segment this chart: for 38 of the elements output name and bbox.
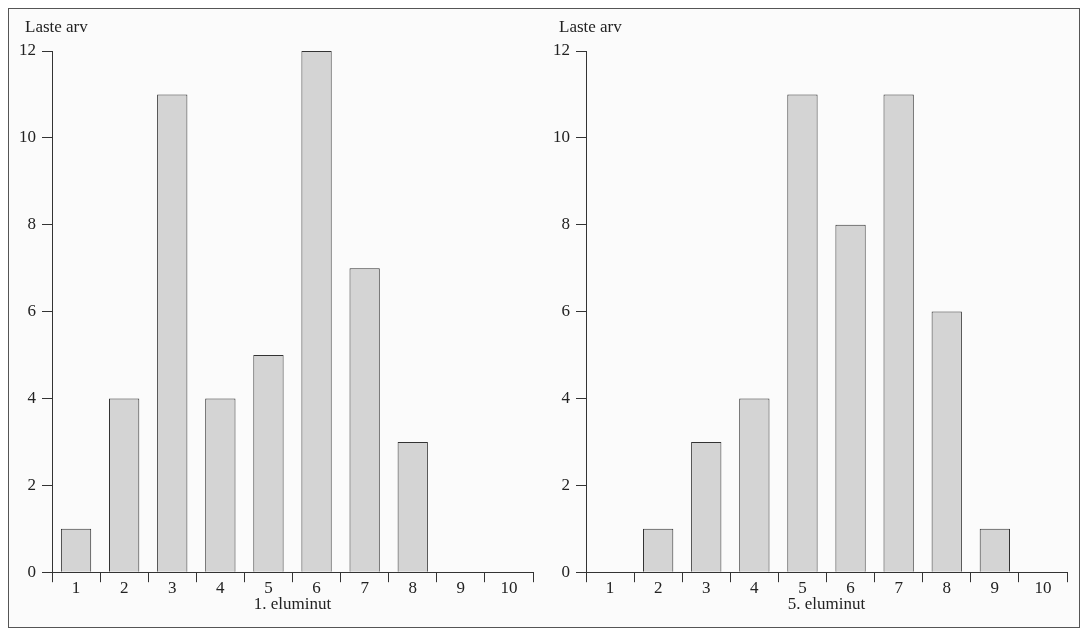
y-axis-title: Laste arv — [559, 16, 623, 36]
y-tick-label: 4 — [27, 387, 37, 407]
x-tick-label: 7 — [894, 577, 904, 597]
x-tick-label: 5 — [264, 577, 273, 597]
y-tick-label: 8 — [27, 214, 36, 234]
x-tick-label: 3 — [702, 577, 711, 597]
y-tick-label: 0 — [27, 561, 36, 581]
y-tick-label: 4 — [561, 387, 571, 407]
y-tick-label: 2 — [27, 474, 36, 494]
x-tick-label: 2 — [653, 577, 663, 597]
x-tick-label: 1 — [71, 577, 81, 597]
x-tick-label: 8 — [942, 577, 951, 597]
x-tick-label: 6 — [846, 577, 855, 597]
x-tick-label: 8 — [408, 577, 417, 597]
y-tick-label: 12 — [553, 40, 570, 60]
x-tick-label: 5 — [798, 577, 807, 597]
x-tick-label: 10 — [1034, 577, 1052, 597]
y-tick-label: 6 — [561, 301, 570, 321]
y-tick-label: 8 — [561, 214, 570, 234]
y-axis-title: Laste arv — [25, 16, 89, 36]
x-tick-label: 3 — [168, 577, 177, 597]
x-tick-label: 10 — [500, 577, 518, 597]
x-axis-title: 1. eluminut — [253, 594, 332, 614]
y-tick-label: 12 — [19, 40, 36, 60]
y-tick-label: 10 — [19, 127, 36, 147]
y-tick-label: 6 — [27, 301, 36, 321]
y-tick-label: 10 — [553, 127, 570, 147]
x-tick-label: 2 — [119, 577, 129, 597]
x-tick-label: 6 — [312, 577, 321, 597]
y-tick-label: 0 — [561, 561, 570, 581]
x-tick-label: 4 — [216, 577, 226, 597]
y-tick-label: 2 — [561, 474, 570, 494]
x-axis-title: 5. eluminut — [787, 594, 866, 614]
x-tick-label: 9 — [990, 577, 1000, 597]
x-tick-label: 9 — [456, 577, 466, 597]
x-tick-label: 4 — [750, 577, 760, 597]
x-tick-label: 1 — [605, 577, 615, 597]
x-tick-label: 7 — [360, 577, 370, 597]
